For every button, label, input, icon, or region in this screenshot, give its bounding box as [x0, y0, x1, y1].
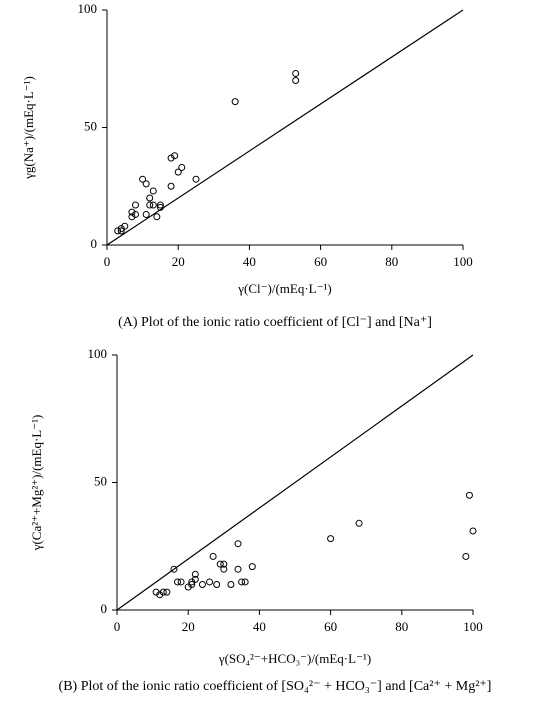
- point: [146, 194, 154, 202]
- x-tick-label: 0: [114, 619, 121, 634]
- point: [149, 201, 157, 209]
- point: [131, 210, 139, 218]
- point: [462, 552, 470, 560]
- point: [177, 578, 185, 586]
- point: [227, 581, 235, 588]
- x-tick-label: 20: [172, 254, 185, 269]
- point: [128, 213, 136, 221]
- point: [191, 575, 199, 583]
- y-axis-label: γ(Ca²⁺+Mg²⁺)/(mEq·L⁻¹): [29, 415, 44, 552]
- identity-line: [106, 9, 464, 246]
- point: [171, 152, 179, 160]
- x-tick-label: 60: [324, 619, 337, 634]
- y-tick-label: 50: [84, 118, 97, 133]
- point: [206, 578, 214, 586]
- point: [220, 565, 228, 573]
- point: [163, 588, 171, 596]
- point: [139, 175, 147, 183]
- point: [159, 588, 167, 596]
- x-tick-label: 80: [385, 254, 398, 269]
- point: [142, 180, 150, 188]
- point: [231, 98, 239, 106]
- point: [234, 565, 242, 573]
- y-tick-label: 0: [91, 236, 98, 251]
- point: [156, 203, 164, 211]
- point: [142, 210, 150, 218]
- point: [167, 154, 175, 162]
- caption: (B) Plot of the ionic ratio coefficient …: [59, 679, 492, 694]
- point: [216, 560, 224, 568]
- point: [192, 175, 200, 183]
- point: [220, 560, 228, 568]
- point: [178, 163, 186, 171]
- y-tick-label: 100: [78, 1, 98, 16]
- identity-line: [116, 354, 474, 611]
- point: [149, 187, 157, 195]
- x-axis-label: γ(Cl⁻)/(mEq·L⁻¹): [237, 281, 331, 296]
- point: [292, 77, 300, 84]
- point: [238, 578, 246, 586]
- point: [191, 570, 199, 578]
- x-tick-label: 0: [104, 254, 111, 269]
- point: [170, 565, 178, 573]
- x-tick-label: 80: [395, 619, 408, 634]
- x-tick-label: 100: [453, 254, 473, 269]
- point: [153, 213, 161, 221]
- point: [131, 201, 139, 209]
- point: [465, 491, 473, 499]
- point: [117, 227, 125, 235]
- point: [292, 69, 300, 77]
- point: [241, 578, 249, 586]
- point: [146, 201, 154, 209]
- point: [156, 201, 164, 209]
- y-tick-label: 50: [94, 473, 107, 488]
- x-tick-label: 40: [243, 254, 256, 269]
- x-tick-label: 60: [314, 254, 327, 269]
- point: [248, 563, 256, 571]
- y-tick-label: 100: [88, 346, 108, 361]
- point: [174, 578, 182, 586]
- point: [117, 225, 125, 233]
- point: [355, 519, 363, 527]
- point: [469, 527, 477, 535]
- y-tick-label: 0: [101, 601, 108, 616]
- point: [114, 227, 122, 235]
- point: [174, 168, 182, 176]
- point: [167, 182, 175, 190]
- x-tick-label: 100: [463, 619, 483, 634]
- point: [128, 208, 136, 216]
- caption: (A) Plot of the ionic ratio coefficient …: [118, 315, 432, 330]
- point: [213, 581, 221, 588]
- point: [198, 581, 206, 588]
- point: [209, 552, 217, 560]
- x-axis-label: γ(SO₄²⁻+HCO₃⁻)/(mEq·L⁻¹): [218, 651, 371, 666]
- point: [234, 540, 242, 548]
- point: [121, 222, 129, 230]
- x-tick-label: 20: [182, 619, 195, 634]
- x-tick-label: 40: [253, 619, 266, 634]
- y-axis-label: γg(Na⁺)/(mEq·L⁻¹): [21, 76, 36, 180]
- point: [188, 581, 196, 588]
- point: [327, 535, 335, 543]
